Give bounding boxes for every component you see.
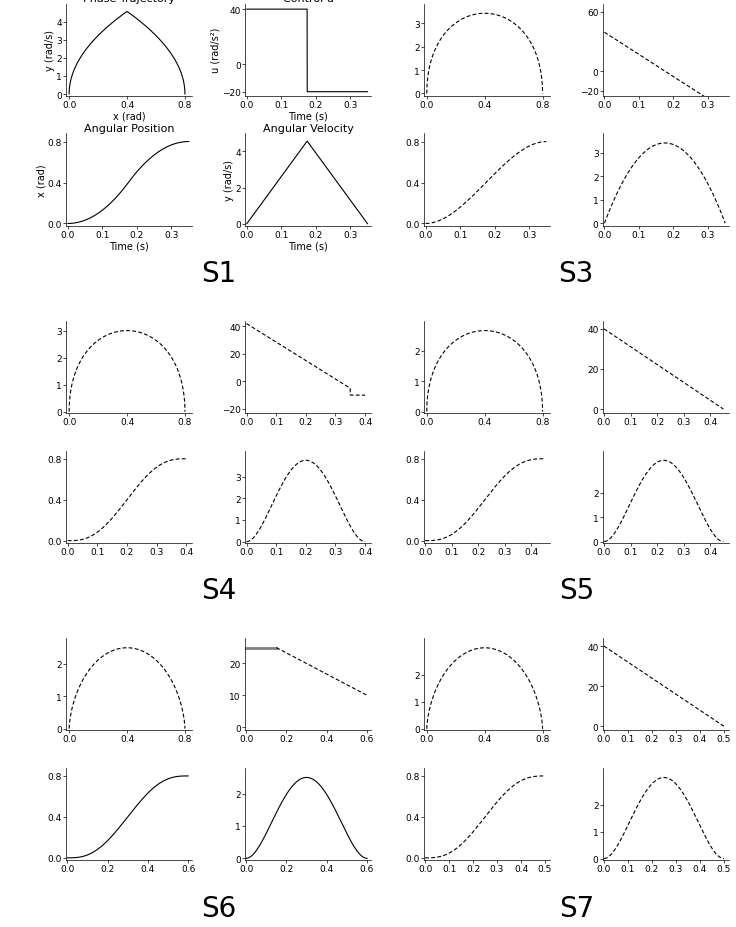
Title: Control u: Control u — [283, 0, 333, 4]
Y-axis label: x (rad): x (rad) — [36, 164, 46, 197]
Title: Angular Position: Angular Position — [84, 123, 174, 133]
Y-axis label: y (rad/s): y (rad/s) — [224, 159, 234, 201]
Text: S7: S7 — [559, 894, 594, 921]
Text: S1: S1 — [201, 260, 236, 288]
Text: S6: S6 — [201, 894, 236, 921]
Text: S4: S4 — [201, 577, 236, 604]
X-axis label: Time (s): Time (s) — [289, 241, 328, 251]
Y-axis label: y (rad/s): y (rad/s) — [45, 31, 55, 71]
Title: Phase Trajectory: Phase Trajectory — [83, 0, 175, 4]
X-axis label: x (rad): x (rad) — [113, 111, 146, 121]
X-axis label: Time (s): Time (s) — [289, 111, 328, 121]
Y-axis label: u (rad/s²): u (rad/s²) — [210, 28, 221, 73]
X-axis label: Time (s): Time (s) — [110, 241, 149, 251]
Title: Angular Velocity: Angular Velocity — [263, 123, 353, 133]
Text: S5: S5 — [559, 577, 594, 604]
Text: S3: S3 — [559, 260, 594, 288]
